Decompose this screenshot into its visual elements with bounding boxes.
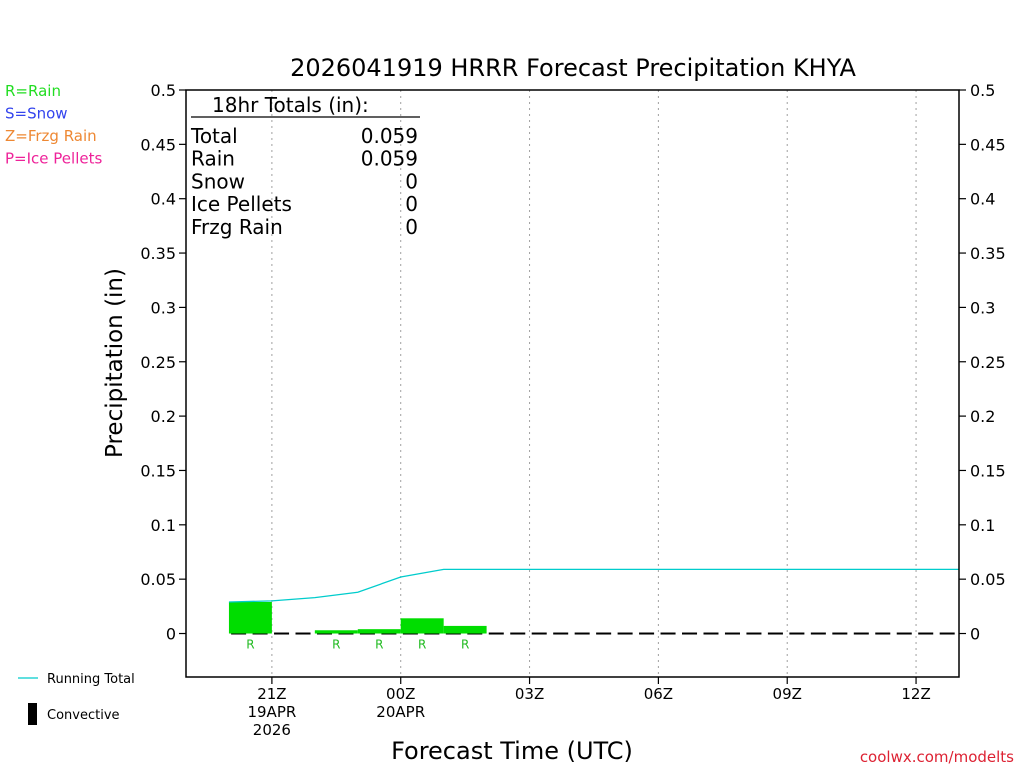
precip-type-letter: R bbox=[332, 638, 340, 652]
series-legend: Running Total Convective bbox=[18, 672, 135, 725]
y-tick-label-left: 0.5 bbox=[151, 81, 176, 100]
x-tick-label: 2026 bbox=[253, 721, 291, 739]
precip-bar bbox=[357, 629, 401, 634]
totals-row-label: Rain bbox=[191, 147, 235, 171]
precip-type-letter: R bbox=[418, 638, 426, 652]
precip-type-legend-item: P=Ice Pellets bbox=[5, 150, 102, 168]
y-tick-label-left: 0.05 bbox=[140, 570, 176, 589]
series-legend-label: Convective bbox=[47, 708, 120, 723]
y-tick-label-right: 0.5 bbox=[970, 81, 995, 100]
totals-rows: Total 0.059 Rain 0.059 Snow 0 Ice Pellets 0 Frzg… bbox=[190, 124, 418, 239]
precip-bar bbox=[443, 625, 487, 634]
y-tick-label-right: 0.4 bbox=[970, 190, 995, 209]
precip-type-legend-item: R=Rain bbox=[5, 82, 61, 100]
x-tick-label: 06Z bbox=[644, 685, 673, 703]
x-tick-label: 00Z bbox=[386, 685, 415, 703]
convective-legend-swatch bbox=[28, 703, 37, 725]
y-tick-label-right: 0.1 bbox=[970, 516, 995, 535]
y-tick-label-right: 0.2 bbox=[970, 407, 995, 426]
precip-bar bbox=[228, 601, 272, 634]
y-tick-label-right: 0.35 bbox=[970, 244, 1006, 263]
y-tick-label-left: 0.1 bbox=[151, 516, 176, 535]
totals-row-value: 0 bbox=[405, 215, 418, 239]
y-tick-label-left: 0.35 bbox=[140, 244, 176, 263]
y-tick-label-left: 0.3 bbox=[151, 298, 176, 317]
y-tick-label-left: 0.25 bbox=[140, 353, 176, 372]
x-tick-label: 09Z bbox=[773, 685, 802, 703]
chart-title: 2026041919 HRRR Forecast Precipitation K… bbox=[290, 54, 856, 82]
y-tick-label-right: 0.25 bbox=[970, 353, 1006, 372]
totals-row-value: 0 bbox=[405, 192, 418, 216]
totals-row-label: Ice Pellets bbox=[191, 192, 292, 216]
totals-row-value: 0.059 bbox=[361, 124, 418, 148]
y-tick-label-left: 0.15 bbox=[140, 461, 176, 480]
running-total-line bbox=[228, 568, 959, 603]
plot-frame bbox=[185, 89, 960, 678]
x-tick-label: 12Z bbox=[901, 685, 930, 703]
x-tick-label: 21Z bbox=[257, 685, 286, 703]
running-total-series bbox=[228, 568, 959, 603]
x-axis-label: Forecast Time (UTC) bbox=[391, 737, 633, 765]
x-tick-label: 20APR bbox=[376, 703, 425, 721]
precip-bar bbox=[314, 630, 358, 634]
x-tick-label: 19APR bbox=[247, 703, 296, 721]
y-tick-label-right: 0 bbox=[970, 625, 980, 644]
y-tick-label-left: 0 bbox=[166, 625, 176, 644]
precip-bar bbox=[400, 618, 444, 634]
y-axis-left: 0 0.05 0.1 0.15 0.2 0.25 0.3 0.35 0.4 0.45 0.5 bbox=[140, 81, 186, 644]
y-tick-label-right: 0.45 bbox=[970, 135, 1006, 154]
totals-row-label: Total bbox=[190, 124, 238, 148]
x-tick-label: 03Z bbox=[515, 685, 544, 703]
totals-row-value: 0 bbox=[405, 169, 418, 193]
precip-type-legend: R=Rain S=Snow Z=Frzg Rain P=Ice Pellets bbox=[5, 82, 102, 168]
totals-row-label: Frzg Rain bbox=[191, 215, 283, 239]
y-tick-label-left: 0.4 bbox=[151, 190, 176, 209]
totals-row-value: 0.059 bbox=[361, 147, 418, 171]
precip-type-letter: R bbox=[246, 638, 254, 652]
y-tick-label-right: 0.05 bbox=[970, 570, 1006, 589]
y-tick-label-right: 0.15 bbox=[970, 461, 1006, 480]
series-legend-label: Running Total bbox=[47, 672, 135, 687]
totals-heading: 18hr Totals (in): bbox=[212, 93, 369, 117]
totals-row-label: Snow bbox=[191, 169, 245, 193]
y-tick-label-right: 0.3 bbox=[970, 298, 995, 317]
precip-type-letter: R bbox=[461, 638, 469, 652]
y-tick-label-left: 0.45 bbox=[140, 135, 176, 154]
y-axis-right: 0 0.05 0.1 0.15 0.2 0.25 0.3 0.35 0.4 0.45 0.5 bbox=[959, 81, 1006, 644]
precip-type-letter: R bbox=[375, 638, 383, 652]
y-tick-label-left: 0.2 bbox=[151, 407, 176, 426]
credit-text: coolwx.com/modelts bbox=[860, 748, 1014, 766]
grid-lines bbox=[271, 90, 917, 677]
y-axis-label: Precipitation (in) bbox=[102, 268, 128, 458]
totals-box: 18hr Totals (in): Total 0.059 Rain 0.059 Sno… bbox=[190, 93, 420, 239]
precip-type-legend-item: S=Snow bbox=[5, 105, 68, 123]
precip-type-legend-item: Z=Frzg Rain bbox=[5, 127, 97, 145]
